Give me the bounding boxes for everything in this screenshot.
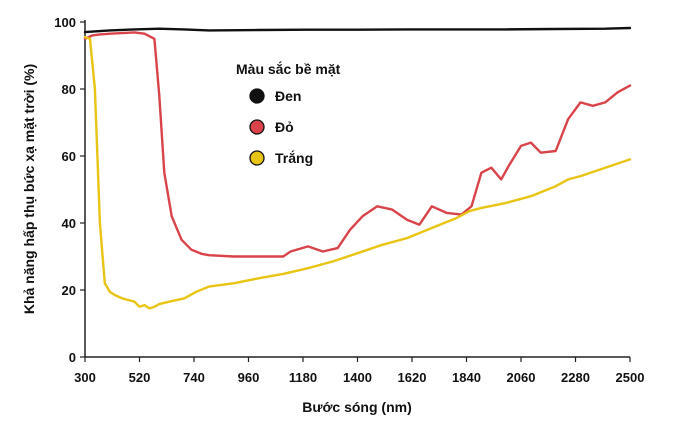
y-tick-label: 0 [69,350,76,365]
y-tick-label: 100 [54,15,76,30]
y-tick-label: 80 [62,82,76,97]
series-line-0 [83,26,632,34]
legend-marker [249,119,265,135]
series-lines [83,26,632,310]
y-tick-label: 20 [62,283,76,298]
x-tick-label: 2500 [616,370,645,385]
x-tick-label: 2060 [507,370,536,385]
series-line-2 [83,35,632,310]
x-tick-label: 1180 [289,370,317,385]
y-tick-label: 40 [62,216,76,231]
axis-ticks: 300 520 740 960 1180 1400 1620 1840 2060 2280 2500… [54,15,644,385]
x-tick-label: 740 [183,370,205,385]
legend-label: Trắng [275,149,313,166]
y-axis-title: Khả năng hấp thụ bức xạ mặt trời (%) [21,64,37,314]
legend-marker [249,150,265,166]
legend: Màu sắc bề mặt Đen Đỏ Trắng [236,60,341,166]
legend-label: Đỏ [275,119,294,135]
x-tick-label: 1400 [343,370,372,385]
y-tick-label: 60 [62,149,76,164]
legend-title: Màu sắc bề mặt [236,60,341,77]
x-tick-label: 300 [74,370,96,385]
legend-marker [249,88,265,104]
legend-items: Đen Đỏ Trắng [249,88,313,166]
x-tick-label: 960 [238,370,260,385]
x-tick-label: 520 [129,370,151,385]
x-tick-label: 2280 [561,370,590,385]
legend-label: Đen [275,88,301,104]
x-tick-label: 1620 [398,370,427,385]
y-axis-title-group: Khả năng hấp thụ bức xạ mặt trời (%) [21,64,37,314]
x-tick-label: 1840 [452,370,481,385]
series-line-1 [83,31,632,258]
x-axis-title: Bước sóng (nm) [302,399,412,415]
